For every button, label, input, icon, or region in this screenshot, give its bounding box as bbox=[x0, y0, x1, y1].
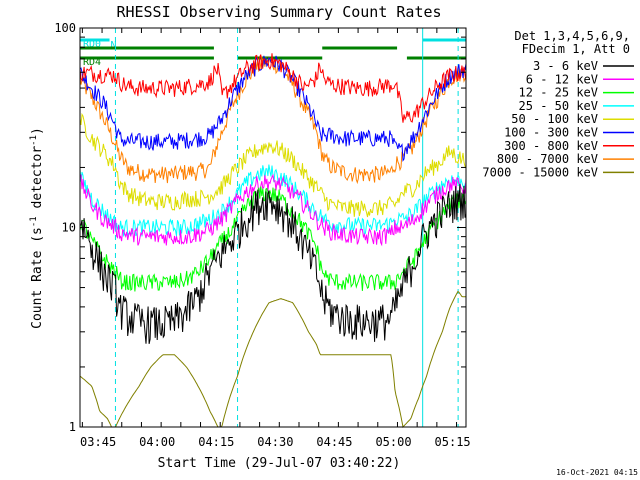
x-tick-label: 03:45 bbox=[80, 435, 116, 449]
legend-header-line2: FDecim 1, Att 0 bbox=[522, 42, 630, 56]
legend-entry-label: 3 - 6 keV bbox=[533, 59, 598, 73]
series-line bbox=[79, 55, 467, 185]
x-tick-label: 05:15 bbox=[435, 435, 471, 449]
flag-bar-label: RD0 bbox=[83, 39, 101, 50]
flag-bar-label: RD4 bbox=[83, 57, 101, 68]
series-line bbox=[79, 184, 467, 345]
legend-entry-label: 800 - 7000 keV bbox=[497, 152, 598, 166]
x-tick-label: 04:30 bbox=[257, 435, 293, 449]
y-axis-title-superscript: -1 bbox=[29, 216, 39, 227]
legend-entry-label: 300 - 800 keV bbox=[504, 139, 598, 153]
generation-timestamp: 16-Oct-2021 04:15 bbox=[556, 468, 638, 477]
y-axis: 1 10 100 bbox=[54, 21, 466, 434]
x-axis-title: Start Time (29-Jul-07 03:40:22) bbox=[158, 456, 401, 471]
series-line bbox=[79, 112, 467, 218]
y-axis-title: Count Rate (s-1 detector-1) bbox=[29, 127, 45, 329]
y-tick-label: 100 bbox=[54, 21, 76, 35]
x-tick-label: 05:00 bbox=[375, 435, 411, 449]
y-axis-title-end: ) bbox=[30, 127, 45, 135]
x-tick-label: 04:00 bbox=[139, 435, 175, 449]
y-axis-title-tail: detector bbox=[30, 146, 45, 217]
legend-entry-label: 100 - 300 keV bbox=[504, 126, 598, 140]
chart-title: RHESSI Observing Summary Count Rates bbox=[116, 3, 441, 21]
series-line bbox=[79, 53, 467, 123]
flag-bars: RD0 N RD4 bbox=[80, 38, 466, 68]
x-axis: 03:45 04:00 04:15 04:30 04:45 05:00 05:15 bbox=[80, 28, 471, 449]
series-group bbox=[79, 53, 467, 429]
legend: Det 1,3,4,5,6,9, FDecim 1, Att 0 3 - 6 k… bbox=[482, 29, 634, 179]
legend-header-line1: Det 1,3,4,5,6,9, bbox=[514, 29, 630, 43]
series-line bbox=[79, 186, 467, 292]
y-tick-label: 10 bbox=[62, 221, 76, 235]
flag-bar-label: N bbox=[111, 40, 117, 51]
y-axis-title-superscript-2: -1 bbox=[29, 135, 39, 146]
series-line bbox=[79, 55, 467, 162]
y-tick-label: 1 bbox=[69, 420, 76, 434]
legend-entry-label: 50 - 100 keV bbox=[511, 112, 598, 126]
legend-entry-label: 6 - 12 keV bbox=[526, 72, 598, 86]
series-line bbox=[79, 173, 467, 247]
y-axis-title-main: Count Rate (s bbox=[30, 227, 45, 329]
legend-entry-label: 7000 - 15000 keV bbox=[482, 165, 598, 179]
x-tick-label: 04:15 bbox=[198, 435, 234, 449]
legend-entry-label: 12 - 25 keV bbox=[519, 86, 598, 100]
x-tick-label: 04:45 bbox=[316, 435, 352, 449]
series-line bbox=[79, 290, 466, 429]
legend-entry-label: 25 - 50 keV bbox=[519, 99, 598, 113]
